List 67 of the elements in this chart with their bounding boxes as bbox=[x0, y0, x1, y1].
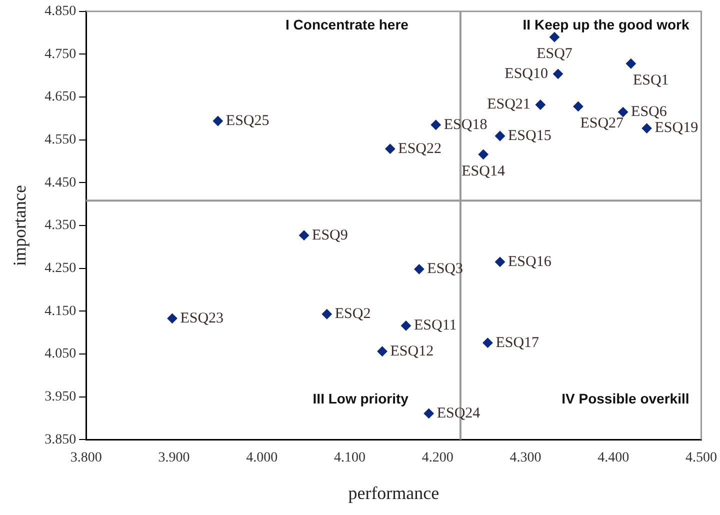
point bbox=[478, 149, 488, 160]
annotation: IV Possible overkill bbox=[562, 390, 690, 406]
point bbox=[167, 313, 178, 324]
point bbox=[414, 264, 424, 274]
series-label: ESQ10 bbox=[504, 66, 548, 82]
point bbox=[377, 346, 388, 356]
y-tick-label: 4.050 bbox=[44, 346, 76, 362]
series-label: ESQ6 bbox=[631, 104, 668, 120]
point bbox=[618, 107, 628, 118]
point bbox=[322, 309, 332, 320]
series-label: ESQ12 bbox=[390, 343, 434, 360]
x-tick-label: 4.100 bbox=[334, 450, 366, 466]
point bbox=[535, 100, 546, 110]
x-tick-label: 4.200 bbox=[422, 450, 454, 466]
point bbox=[482, 338, 493, 348]
point bbox=[642, 123, 652, 134]
x-tick-label: 4.500 bbox=[686, 450, 717, 466]
y-tick-label: 4.250 bbox=[44, 260, 76, 276]
y-tick-label: 4.350 bbox=[44, 218, 76, 234]
series-label: ESQ18 bbox=[444, 116, 488, 133]
series-label: ESQ11 bbox=[414, 318, 457, 334]
y-tick-label: 4.450 bbox=[44, 175, 76, 190]
point bbox=[212, 116, 223, 126]
series-label: ESQ1 bbox=[632, 72, 669, 89]
point bbox=[430, 120, 441, 130]
y-tick-label: 4.550 bbox=[44, 132, 76, 148]
annotation: II Keep up the good work bbox=[522, 16, 690, 32]
x-tick-label: 4.300 bbox=[510, 450, 542, 466]
x-axis-title: performance bbox=[348, 482, 440, 503]
y-tick-label: 3.850 bbox=[44, 432, 76, 448]
point bbox=[299, 230, 310, 240]
series-label: ESQ16 bbox=[508, 254, 552, 270]
series-label: ESQ15 bbox=[508, 128, 552, 144]
series-label: ESQ14 bbox=[462, 163, 506, 180]
series-label: ESQ27 bbox=[580, 115, 624, 132]
series-label: ESQ25 bbox=[226, 112, 270, 129]
y-axis-title: importance bbox=[10, 185, 30, 266]
series-label: ESQ2 bbox=[334, 306, 371, 322]
point bbox=[553, 68, 564, 79]
series-label: ESQ17 bbox=[496, 334, 540, 351]
x-tick-label: 3.800 bbox=[70, 450, 102, 466]
y-tick-label: 4.850 bbox=[44, 4, 76, 20]
series-label: ESQ3 bbox=[427, 261, 464, 278]
point bbox=[495, 256, 506, 267]
x-tick-label: 4.000 bbox=[246, 450, 278, 466]
series-label: ESQ24 bbox=[436, 405, 481, 422]
series-label: ESQ23 bbox=[180, 310, 224, 326]
point bbox=[626, 58, 636, 69]
y-tick-label: 4.150 bbox=[44, 304, 76, 319]
point bbox=[385, 144, 396, 154]
point bbox=[573, 101, 584, 112]
x-tick-label: 3.900 bbox=[158, 450, 190, 466]
point bbox=[424, 408, 434, 418]
series-label: ESQ19 bbox=[654, 120, 698, 136]
y-tick-label: 3.950 bbox=[44, 389, 76, 404]
point bbox=[400, 320, 411, 331]
y-tick-label: 4.750 bbox=[44, 46, 76, 62]
y-tick-label: 4.650 bbox=[44, 90, 76, 105]
series-label: ESQ9 bbox=[312, 227, 348, 244]
x-tick-label: 4.400 bbox=[598, 450, 630, 466]
annotation: III Low priority bbox=[312, 390, 409, 406]
point bbox=[495, 131, 506, 142]
series-label: ESQ7 bbox=[536, 46, 573, 62]
annotation: I Concentrate here bbox=[286, 16, 409, 32]
series-label: ESQ22 bbox=[398, 140, 442, 157]
series-label: ESQ21 bbox=[487, 96, 530, 113]
point bbox=[549, 32, 560, 42]
